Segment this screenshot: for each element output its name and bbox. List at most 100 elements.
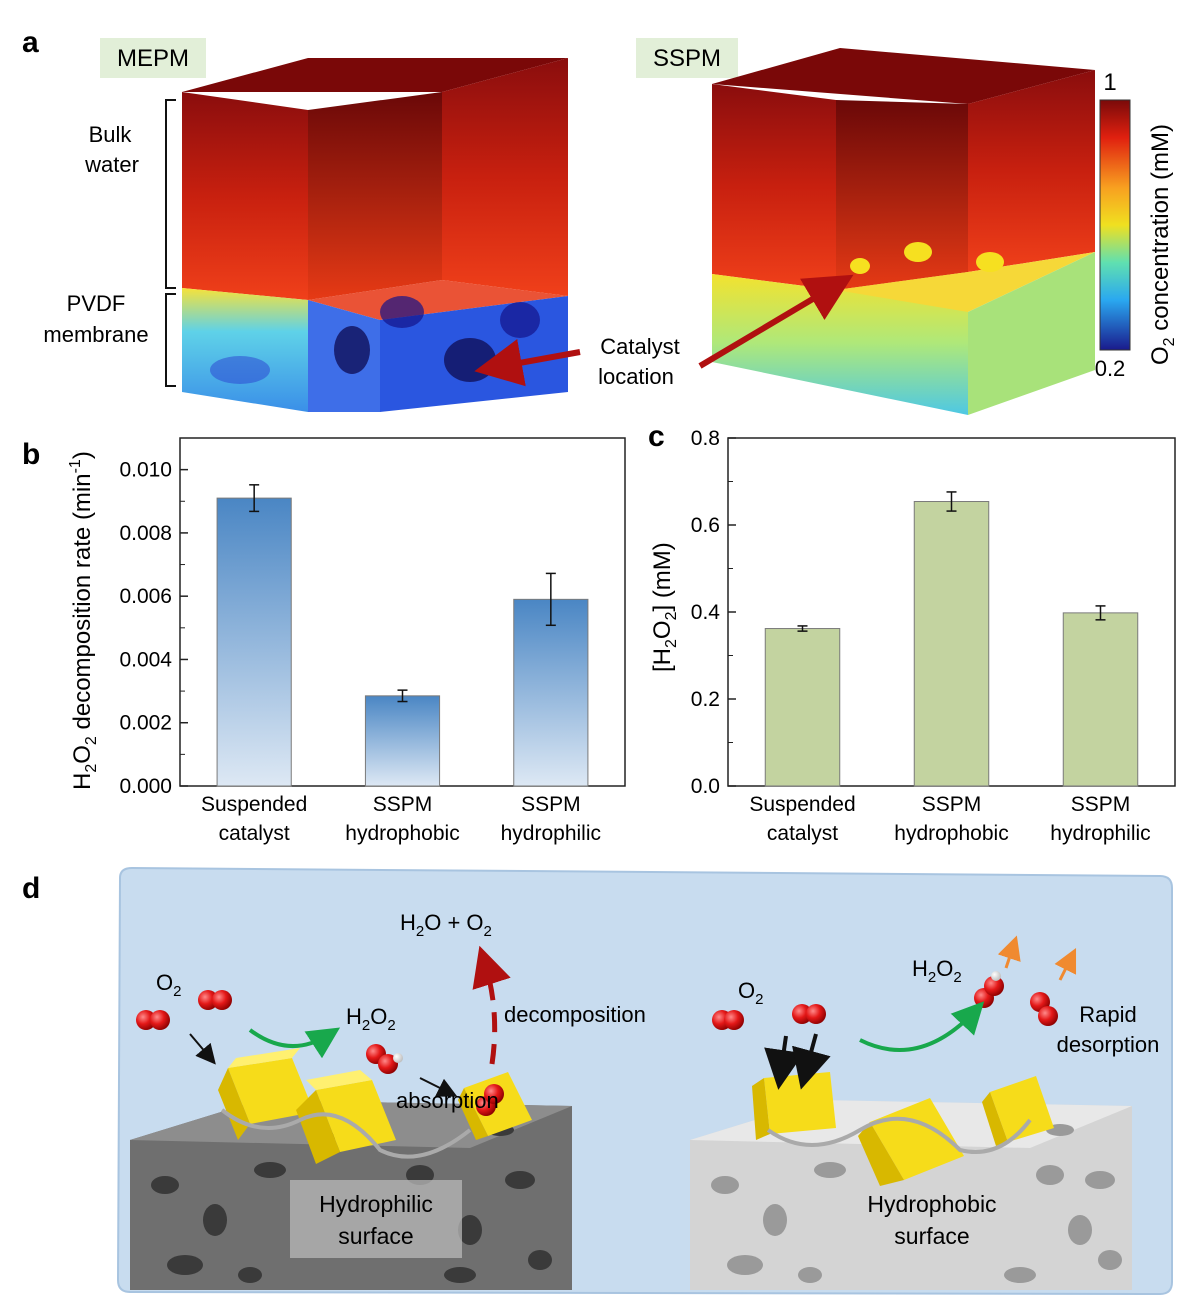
mepm-dark-spot [500,302,540,338]
x-tick-label: Suspended [201,793,307,816]
y-tick-label: 0.008 [119,522,172,545]
sspm-bulk-right [968,70,1095,272]
y-tick-label: 0.4 [691,601,721,624]
catalyst-arrow-left [474,339,581,387]
catalyst-chain [766,1116,1032,1154]
bulk-label-1: Bulk [89,122,133,147]
o2-molecule [712,1010,744,1030]
mepm-dark-spot [444,338,496,382]
colorbar [1099,99,1131,351]
mepm-tag: MEPM [117,45,189,72]
mepm-membrane-front [182,288,308,412]
panel-c-chart: c 0.0 0.2 0.4 0.6 0.8 Suspended catalyst SSPM hy… [648,420,1176,845]
rapid-label-2: desorption [1057,1032,1160,1057]
hydrophilic-label-bg [290,1180,462,1258]
y-tick-label: 0.004 [119,648,172,671]
h2o-o2-label: H2O + O2 [400,910,492,940]
colorbar-min: 0.2 [1095,356,1126,381]
bar [1062,612,1139,787]
h2o2-left-label: H2O2 [346,1004,396,1034]
sspm-block: SSPM 1 0.2 O2 concentration (mM) [636,38,1178,415]
y-tick-label: 0.010 [119,459,172,482]
sspm-bulk-front [712,84,836,290]
mepm-bulk-right [442,58,568,296]
x-tick-label: Suspended [749,793,855,816]
desorb-arrow [1054,947,1077,981]
bulk-label-2: water [84,152,139,177]
adsorb-arrow [792,1033,831,1090]
x-tick-label: SSPM [1071,793,1131,816]
o2-left-label: O2 [156,970,181,1000]
x-tick-label: hydrophilic [1050,822,1150,845]
panel-c-label: c [648,420,665,453]
sspm-catalyst-spot [850,258,870,274]
panel-b-ylabel: H2O2 decomposition rate (min-1) [67,451,100,790]
sspm-membrane-right [968,252,1095,415]
h2o2-molecule [366,1044,403,1074]
panel-d-label: d [22,872,40,905]
sspm-cut-back [836,100,968,290]
x-tick-label: SSPM [373,793,433,816]
absorption-label: absorption [396,1088,499,1113]
sspm-catalyst-spot [904,242,932,262]
h2o2-molecule [476,1084,504,1116]
panel-d: d Hydrophilic surface [22,866,1173,1296]
bar [913,501,990,787]
decomposition-arrow [472,945,511,1065]
catalyst-cube [982,1076,1054,1146]
catalyst-chain [220,1108,472,1159]
mepm-tag-bg [100,38,206,78]
desorb-arrow [997,935,1021,969]
bulk-brace [165,99,176,289]
x-tick-label: hydrophobic [345,822,459,845]
to-catalyst-arrow [419,1077,458,1097]
hydrophilic-label-2: surface [338,1223,413,1249]
membrane-label-1: PVDF [67,291,126,316]
sspm-tag: SSPM [653,45,721,72]
y-tick-label: 0.0 [691,775,720,798]
o2-molecule [198,990,232,1010]
o2-right-label: O2 [738,978,763,1008]
h2o2-molecule [1030,992,1058,1026]
y-tick-label: 0.000 [119,775,172,798]
adsorb-arrow [189,1033,216,1065]
y-tick-label: 0.006 [119,585,172,608]
catalyst-arrow-right [698,274,854,369]
green-arrow-left [248,1027,341,1059]
sspm-catalyst-spot [976,252,1004,272]
catalyst-label-1: Catalyst [600,334,679,359]
adsorb-arrow [764,1035,804,1090]
y-tick-label: 0.2 [691,688,720,711]
bar [364,695,441,787]
hydrophobic-label-2: surface [894,1223,969,1249]
decomposition-label: decomposition [504,1002,646,1027]
hydrophilic-label-1: Hydrophilic [319,1191,433,1217]
h2o2-right-label: H2O2 [912,956,962,986]
y-tick-label: 0.002 [119,712,172,735]
bar [216,497,292,787]
sspm-cut-floor [836,252,1095,312]
hydrophobic-label-1: Hydrophobic [867,1191,996,1217]
sspm-membrane-front [712,272,968,415]
sspm-top-face [712,48,1095,104]
membrane-label-2: membrane [43,322,148,347]
rapid-label-1: Rapid [1079,1002,1136,1027]
membrane-brace [165,293,176,387]
y-tick-label: 0.6 [691,514,720,537]
panel-a-label: a [22,26,39,59]
bar [513,598,589,787]
catalyst-cube [458,1072,532,1140]
mepm-block: MEPM Bulk water PVDF membrane [43,38,568,412]
x-tick-label: hydrophilic [501,822,601,845]
colorbar-max: 1 [1103,69,1116,96]
panel-b-label: b [22,438,40,471]
panel-a: a MEPM Bulk water PVDF [22,26,1178,415]
x-tick-label: catalyst [219,822,290,845]
o2-molecule [136,1010,170,1030]
mepm-blue-spot [210,356,270,384]
green-arrow-right [859,1001,985,1052]
mepm-dark-spot [380,296,424,328]
mepm-dark-spot [334,326,370,374]
catalyst-label-2: location [598,364,674,389]
